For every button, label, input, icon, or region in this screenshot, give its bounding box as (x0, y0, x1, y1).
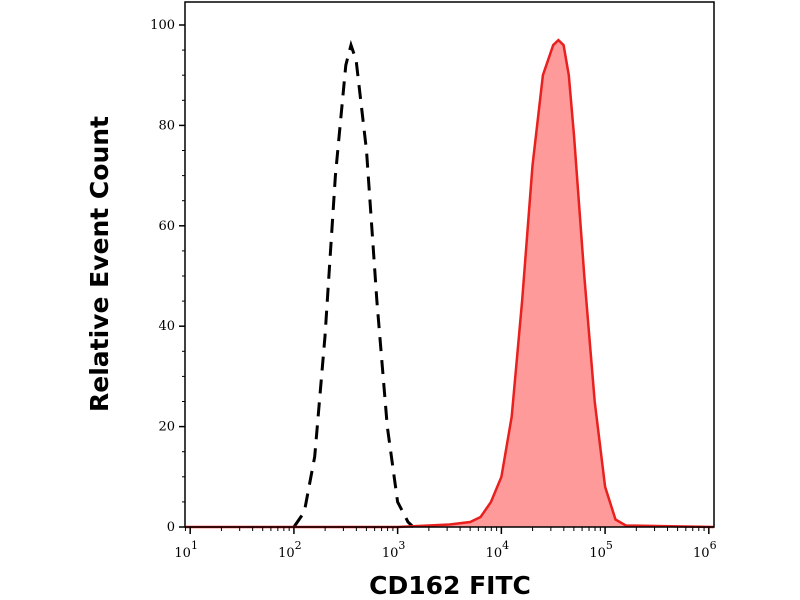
y-tick-label: 80 (158, 118, 175, 133)
y-tick-label: 100 (150, 18, 175, 33)
x-tick-label: 103 (382, 539, 406, 561)
y-tick-label: 40 (158, 319, 175, 334)
tick-exponent: 3 (398, 539, 405, 552)
x-tick-label: 102 (278, 539, 302, 561)
y-tick-label: 0 (167, 520, 175, 535)
tick-exponent: 2 (295, 539, 302, 552)
tick-exponent: 1 (191, 539, 198, 552)
series-line-stained (185, 38, 715, 529)
y-tick-label: 20 (158, 420, 175, 435)
x-tick-label: 105 (589, 539, 613, 561)
x-tick-label: 101 (174, 539, 198, 561)
series-line-control (292, 39, 415, 529)
y-axis-label: Relative Event Count (85, 116, 114, 412)
x-axis-label: CD162 FITC (369, 571, 531, 600)
tick-exponent: 5 (606, 539, 613, 552)
y-tick-label: 60 (158, 219, 175, 234)
tick-base: 10 (589, 546, 606, 561)
plot-frame (184, 1, 715, 528)
tick-base: 10 (693, 546, 710, 561)
tick-base: 10 (486, 546, 503, 561)
tick-base: 10 (174, 546, 191, 561)
tick-base: 10 (382, 546, 399, 561)
tick-base: 10 (278, 546, 295, 561)
x-tick-label: 104 (486, 539, 510, 561)
series-fill-area (185, 40, 714, 527)
tick-exponent: 6 (710, 539, 717, 552)
x-tick-label: 106 (693, 539, 717, 561)
tick-exponent: 4 (502, 539, 509, 552)
